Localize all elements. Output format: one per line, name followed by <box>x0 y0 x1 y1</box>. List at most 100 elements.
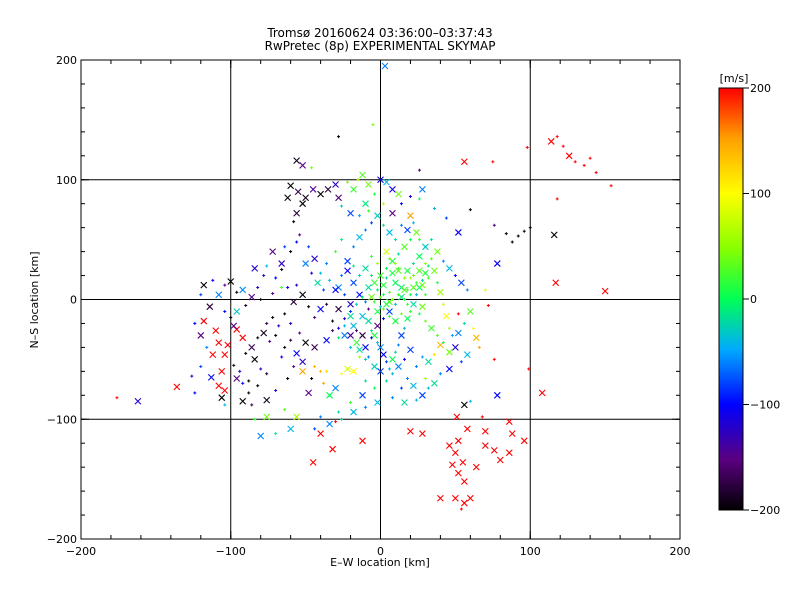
data-point <box>481 427 489 435</box>
data-point <box>359 332 366 339</box>
data-point <box>381 307 385 311</box>
data-point <box>344 365 351 373</box>
data-point <box>387 314 391 318</box>
data-point <box>364 300 368 304</box>
data-point <box>414 293 418 297</box>
data-point <box>359 171 366 179</box>
data-point <box>392 279 399 287</box>
data-point <box>337 410 341 414</box>
data-point <box>337 326 341 330</box>
data-point <box>377 176 384 184</box>
data-point <box>325 369 329 373</box>
data-point <box>379 295 382 299</box>
data-point <box>393 238 397 242</box>
data-point <box>256 384 260 388</box>
chart-subtitle: RwPretec (8p) EXPERIMENTAL SKYMAP <box>264 39 496 53</box>
data-point <box>253 417 257 421</box>
data-point <box>468 208 472 212</box>
data-point <box>280 355 284 359</box>
data-point <box>298 331 302 335</box>
data-point <box>466 494 474 502</box>
data-point <box>349 400 353 404</box>
data-point <box>417 312 421 316</box>
data-point <box>411 262 415 266</box>
data-point <box>340 372 344 376</box>
data-point <box>386 308 393 315</box>
data-point <box>309 458 317 466</box>
data-point <box>260 329 268 337</box>
data-point <box>472 334 480 342</box>
data-point <box>256 336 260 340</box>
data-point <box>319 271 323 275</box>
data-point <box>547 138 555 145</box>
data-point <box>552 279 560 287</box>
data-point <box>573 160 577 164</box>
data-point <box>299 358 307 366</box>
data-point <box>454 437 462 445</box>
data-point <box>295 240 299 244</box>
data-point <box>374 212 381 220</box>
data-point <box>314 279 321 287</box>
data-point <box>347 312 354 320</box>
data-point <box>405 377 409 381</box>
data-point <box>218 367 226 375</box>
data-point <box>361 295 365 299</box>
data-point <box>381 62 389 70</box>
data-point <box>364 405 368 409</box>
data-point <box>277 324 281 328</box>
data-point <box>311 344 318 351</box>
data-point <box>356 233 363 241</box>
data-point <box>262 274 266 278</box>
colorbar-ticks: 200 100 0 −100 −200 <box>743 82 780 517</box>
data-point <box>134 397 142 405</box>
data-point <box>492 223 496 227</box>
data-point <box>550 231 558 239</box>
data-point <box>429 238 433 242</box>
data-point <box>477 345 481 349</box>
data-point <box>609 184 613 188</box>
data-point <box>426 386 430 390</box>
data-point <box>298 233 302 237</box>
data-point <box>244 303 248 307</box>
data-point <box>294 188 302 196</box>
data-point <box>480 415 484 419</box>
data-point <box>420 278 424 282</box>
x-tick-label: −200 <box>66 545 96 558</box>
data-point <box>286 377 290 381</box>
data-point <box>555 197 559 201</box>
data-point <box>352 264 356 268</box>
y-tick-label: −100 <box>47 413 77 426</box>
data-point <box>313 365 317 369</box>
data-point <box>393 350 397 354</box>
data-point <box>505 449 513 457</box>
data-point <box>367 307 371 311</box>
data-point <box>601 287 609 295</box>
data-point <box>444 216 448 220</box>
data-point <box>322 381 326 385</box>
data-point <box>432 353 436 357</box>
data-point <box>393 302 397 306</box>
data-point <box>377 272 384 279</box>
data-point <box>396 293 400 297</box>
data-point <box>437 494 444 502</box>
data-point <box>459 507 463 511</box>
data-point <box>193 321 197 325</box>
data-point <box>319 415 323 419</box>
data-point <box>334 250 338 254</box>
data-point <box>396 343 400 347</box>
data-point <box>460 158 468 166</box>
data-point <box>325 302 329 306</box>
data-point <box>329 445 336 453</box>
data-point <box>215 382 223 390</box>
data-point <box>347 209 354 217</box>
data-point <box>324 185 332 193</box>
data-point <box>223 309 227 313</box>
data-point <box>280 286 284 290</box>
data-point <box>331 329 335 333</box>
data-point <box>307 305 311 309</box>
data-point <box>462 321 466 325</box>
data-point <box>211 278 215 282</box>
data-point <box>379 305 382 309</box>
data-point <box>463 425 471 433</box>
data-point <box>387 257 391 261</box>
